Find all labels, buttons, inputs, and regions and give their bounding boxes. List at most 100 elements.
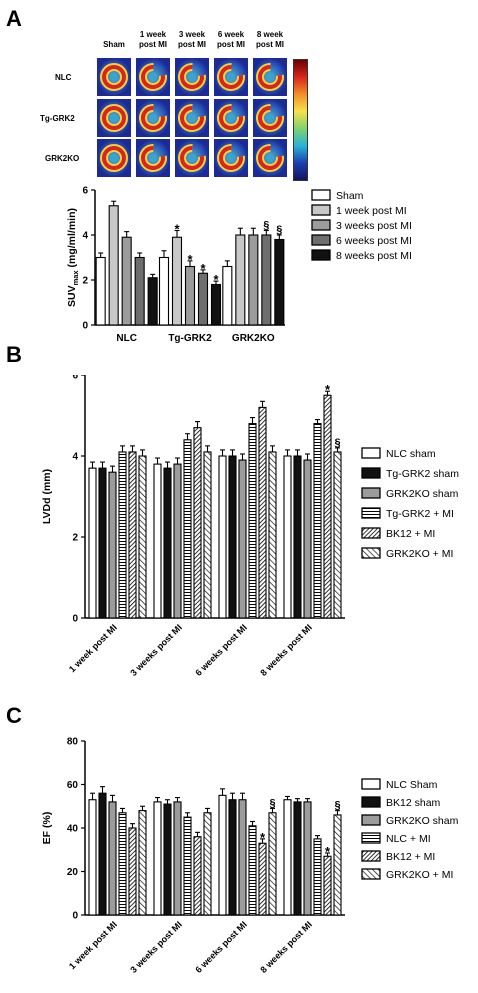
- bar: [303, 801, 312, 916]
- legend-label: BK12 + MI: [386, 528, 435, 540]
- bar: [313, 838, 322, 916]
- y-tick-label: 60: [67, 780, 79, 791]
- bar: [108, 471, 117, 619]
- x-category-label: 3 weeks post MI: [128, 919, 184, 975]
- bar: [258, 406, 267, 619]
- pet-scan-image: [214, 99, 248, 137]
- bar: [163, 467, 172, 619]
- pet-scan-image: [253, 139, 287, 177]
- significance-asterisk: *: [200, 261, 206, 276]
- x-category-label: 8 weeks post MI: [258, 622, 314, 678]
- legend-swatch: [361, 507, 381, 519]
- significance-asterisk: *: [325, 382, 331, 397]
- legend-label: BK12 + MI: [386, 851, 435, 863]
- panel-letter-b: B: [6, 342, 22, 367]
- bar: [108, 801, 117, 916]
- bar: [238, 459, 247, 619]
- bar: [153, 463, 162, 619]
- panel-letter-c: C: [6, 703, 22, 728]
- bar: [333, 451, 342, 619]
- bar: [248, 423, 257, 619]
- legend-swatch: [361, 814, 381, 826]
- bar: [128, 451, 137, 619]
- significance-section-mark: §: [334, 437, 340, 449]
- panel-letter-a: A: [6, 6, 22, 31]
- legend-label: NLC Sham: [386, 779, 438, 791]
- bar: [248, 234, 259, 326]
- significance-asterisk: *: [187, 252, 193, 267]
- lvdd-bar-chart: 0 2 4 6 LVDd (mm) 1 week post MI 3 weeks post …: [41, 375, 459, 678]
- bar: [218, 455, 227, 619]
- x-category-label: 1 week post MI: [67, 622, 119, 674]
- legend-swatch: [311, 189, 331, 201]
- legend-label: NLC + MI: [386, 833, 431, 845]
- bar: [134, 256, 145, 326]
- x-category-label: NLC: [116, 333, 137, 344]
- legend-label: GRK2KO sham: [386, 488, 459, 500]
- bar: [98, 792, 107, 916]
- x-category-label: 3 weeks post MI: [128, 622, 184, 678]
- legend-swatch: [361, 487, 381, 499]
- bar: [158, 256, 170, 326]
- bar: [88, 799, 97, 916]
- significance-section-mark: §: [263, 220, 269, 232]
- legend-swatch: [311, 234, 331, 246]
- bar: [95, 256, 106, 326]
- pet-row-label: GRK2KO: [45, 154, 80, 163]
- pet-scan-image: [97, 99, 131, 137]
- pet-scan-image: [136, 58, 170, 96]
- legend-swatch: [311, 249, 331, 261]
- legend-swatch: [361, 850, 381, 862]
- y-tick-label: 0: [72, 911, 78, 922]
- bar: [183, 816, 192, 916]
- y-tick-label: 40: [67, 824, 79, 835]
- ef-bar-chart: 0 20 40 60 80 EF (%) 1 week post MI 3 weeks pos…: [41, 737, 459, 975]
- legend-label: GRK2KO + MI: [386, 869, 453, 881]
- y-tick-label: 6: [72, 375, 78, 382]
- legend-label: GRK2KO + MI: [386, 548, 453, 560]
- pet-scan-image: [97, 139, 131, 177]
- bar: [274, 238, 285, 326]
- pet-scan-image: [253, 99, 287, 137]
- y-tick-label: 2: [82, 276, 88, 287]
- bar: [98, 467, 107, 619]
- pet-column-label: 6 week post MI: [217, 30, 245, 49]
- bar: [203, 451, 212, 619]
- legend-label: Sham: [336, 190, 364, 202]
- legend-swatch: [361, 778, 381, 790]
- bar: [238, 799, 247, 916]
- y-tick-label: 20: [67, 867, 79, 878]
- legend-swatch: [311, 204, 331, 216]
- bar: [193, 836, 202, 916]
- x-category-label: GRK2KO: [232, 333, 275, 344]
- significance-section-mark: §: [334, 800, 340, 812]
- bar: [293, 455, 302, 619]
- pet-column-label: 3 week post MI: [178, 30, 206, 49]
- y-axis-label: EF (%): [41, 812, 53, 845]
- bar: [193, 427, 202, 619]
- y-tick-label: 2: [72, 533, 78, 544]
- bar: [293, 801, 302, 916]
- legend-label: 6 weeks post MI: [336, 235, 412, 247]
- legend-swatch: [361, 868, 381, 880]
- legend-swatch: [361, 832, 381, 844]
- bar: [258, 842, 267, 916]
- pet-scan-image: [175, 58, 209, 96]
- x-category-label: 8 weeks post MI: [258, 919, 314, 975]
- bar: [268, 812, 277, 916]
- bar: [128, 827, 137, 916]
- pet-scan-image: [136, 99, 170, 137]
- bar: [121, 236, 132, 326]
- legend-swatch: [311, 219, 331, 231]
- bar: [163, 803, 172, 916]
- pet-scan-image: [253, 58, 287, 96]
- y-tick-label: 4: [82, 231, 88, 242]
- x-category-label: 6 weeks post MI: [193, 622, 249, 678]
- legend-label: GRK2KO sham: [386, 815, 459, 827]
- bar: [171, 236, 183, 326]
- x-category-label: 6 weeks post MI: [193, 919, 249, 975]
- y-tick-label: 0: [82, 321, 88, 332]
- bar: [303, 459, 312, 619]
- bar: [88, 467, 97, 619]
- bar: [147, 277, 158, 326]
